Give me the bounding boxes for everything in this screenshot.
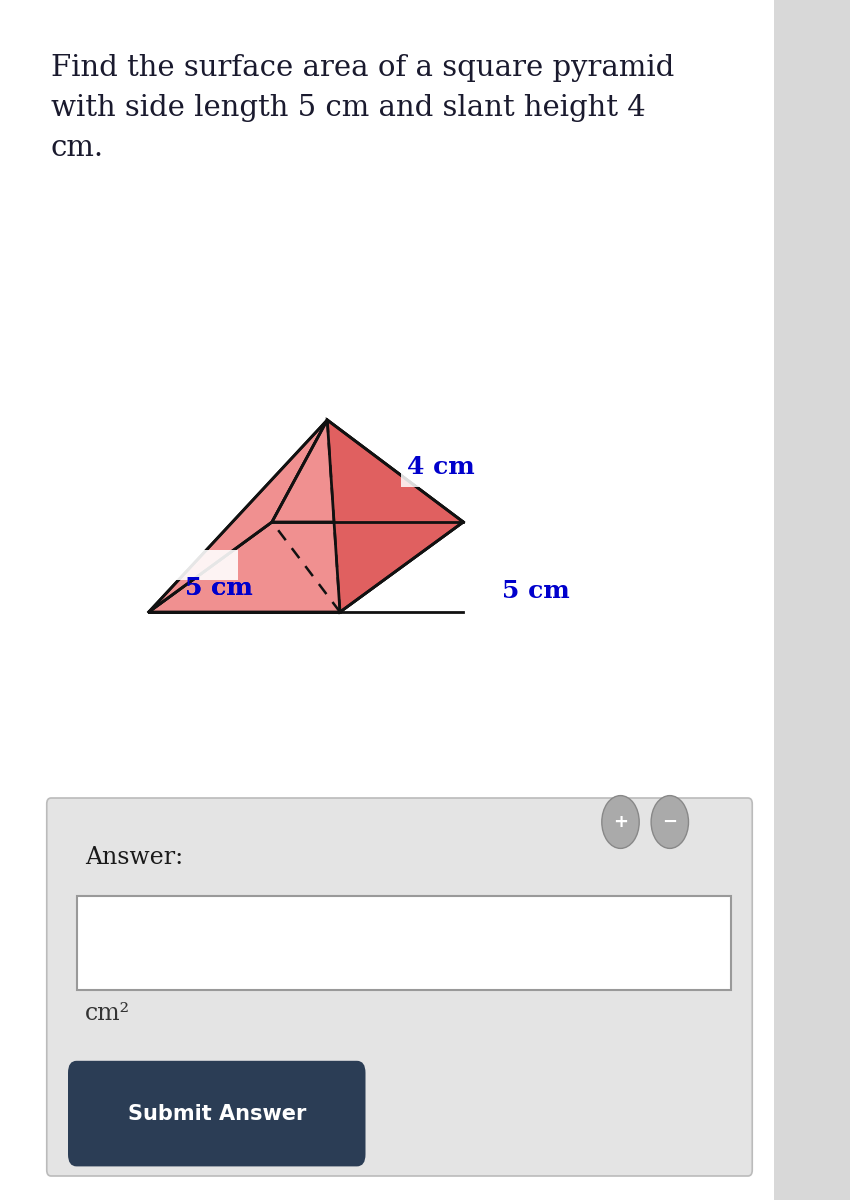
Text: Find the surface area of a square pyramid
with side length 5 cm and slant height: Find the surface area of a square pyrami… [51,54,674,162]
Polygon shape [149,522,463,612]
Text: 4 cm: 4 cm [407,456,475,480]
Polygon shape [149,420,327,612]
FancyBboxPatch shape [76,896,731,990]
FancyBboxPatch shape [166,550,238,580]
Text: Submit Answer: Submit Answer [128,1104,306,1123]
Text: Answer:: Answer: [85,846,183,869]
FancyBboxPatch shape [401,448,482,487]
Text: 5 cm: 5 cm [185,576,252,600]
FancyBboxPatch shape [47,798,752,1176]
Circle shape [651,796,688,848]
Text: +: + [613,814,628,830]
Polygon shape [272,420,463,522]
Polygon shape [327,420,463,612]
Text: 5 cm: 5 cm [502,580,570,604]
FancyBboxPatch shape [68,1061,366,1166]
Circle shape [602,796,639,848]
Text: 5 cm: 5 cm [185,576,252,600]
Text: −: − [662,814,677,830]
Polygon shape [149,420,340,612]
Text: cm²: cm² [85,1002,130,1025]
